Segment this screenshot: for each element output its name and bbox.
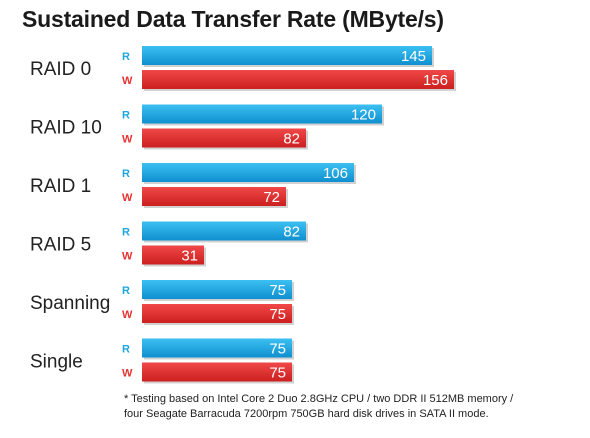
series-letter-r-raid-5: R <box>122 227 130 239</box>
chart-title: Sustained Data Transfer Rate (MByte/s) <box>22 6 444 32</box>
bar-value-r-single: 75 <box>269 341 286 358</box>
series-letter-w-raid-10: W <box>122 134 133 146</box>
bar-w-single <box>142 362 292 382</box>
bar-r-raid-1 <box>142 163 354 182</box>
category-label-raid-1: RAID 1 <box>30 176 91 197</box>
series-letter-r-spanning: R <box>122 285 130 297</box>
bar-r-raid-0 <box>142 46 432 65</box>
bar-value-w-raid-5: 31 <box>181 248 198 265</box>
bar-r-single <box>142 338 292 358</box>
bar-r-raid-10 <box>142 104 382 124</box>
series-letter-r-raid-0: R <box>122 51 130 63</box>
bar-w-raid-0 <box>142 70 454 89</box>
series-letter-r-raid-1: R <box>122 168 130 180</box>
category-label-spanning: Spanning <box>30 293 110 314</box>
bar-w-raid-10 <box>142 128 306 148</box>
bar-w-raid-5 <box>142 245 204 265</box>
footnote-line-1: * Testing based on Intel Core 2 Duo 2.8G… <box>124 393 514 405</box>
bar-value-w-raid-10: 82 <box>283 131 300 148</box>
bar-value-r-raid-5: 82 <box>283 224 300 241</box>
category-label-single: Single <box>30 352 83 373</box>
bar-w-raid-1 <box>142 187 286 206</box>
series-letter-r-single: R <box>122 344 130 356</box>
category-label-raid-5: RAID 5 <box>30 235 91 256</box>
series-letter-w-single: W <box>122 368 133 380</box>
category-label-raid-0: RAID 0 <box>30 59 91 80</box>
series-letter-w-raid-0: W <box>122 75 133 87</box>
footnote: * Testing based on Intel Core 2 Duo 2.8G… <box>124 392 574 422</box>
series-letter-r-raid-10: R <box>122 110 130 122</box>
bar-value-r-raid-1: 106 <box>323 165 348 182</box>
category-label-raid-10: RAID 10 <box>30 118 102 139</box>
bar-value-w-spanning: 75 <box>269 306 286 323</box>
bar-value-w-raid-0: 156 <box>423 72 448 89</box>
footnote-line-2: four Seagate Barracuda 7200rpm 750GB har… <box>124 408 489 420</box>
series-letter-w-raid-5: W <box>122 251 133 263</box>
series-letter-w-raid-1: W <box>122 192 133 204</box>
bar-value-r-raid-0: 145 <box>401 48 426 65</box>
bar-r-raid-5 <box>142 221 306 241</box>
bar-value-w-raid-1: 72 <box>263 189 280 206</box>
bar-value-r-raid-10: 120 <box>351 107 376 124</box>
bar-w-spanning <box>142 304 292 323</box>
bar-value-r-spanning: 75 <box>269 282 286 299</box>
series-letter-w-spanning: W <box>122 309 133 321</box>
bar-value-w-single: 75 <box>269 365 286 382</box>
bar-r-spanning <box>142 280 292 299</box>
